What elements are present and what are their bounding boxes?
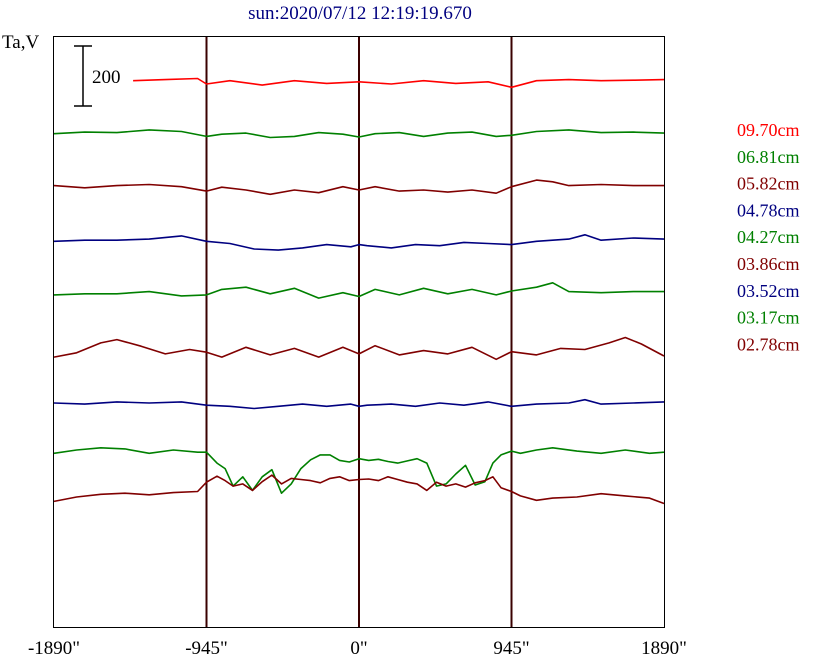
x-tick-label: -1890"	[28, 638, 80, 659]
x-tick-labels: -1890" -945" 0" 945" 1890"	[28, 638, 687, 659]
legend-entry: 04.27cm	[737, 227, 800, 247]
x-tick-label: 0"	[350, 638, 367, 659]
series-line-09.70cm	[133, 77, 665, 89]
scale-bar: 200	[74, 45, 121, 107]
x-tick-label: 1890"	[641, 638, 687, 659]
y-axis-label: Ta,V	[2, 32, 39, 53]
legend-entry: 09.70cm	[737, 120, 800, 140]
series-line-03.52cm	[53, 398, 665, 410]
legend-entry: 05.82cm	[737, 174, 800, 194]
series-lines	[53, 77, 665, 505]
series-line-03.86cm	[53, 336, 665, 361]
plot-frame	[53, 36, 665, 628]
chart-title: sun:2020/07/12 12:19:19.670	[248, 3, 472, 24]
series-line-02.78cm	[53, 474, 665, 505]
legend: 09.70cm 06.81cm 05.82cm 04.78cm 04.27cm 03.86…	[737, 120, 800, 354]
series-line-05.82cm	[53, 179, 664, 196]
legend-entry: 04.78cm	[737, 200, 800, 220]
legend-entry: 03.86cm	[737, 254, 800, 274]
legend-entry: 03.52cm	[737, 281, 800, 301]
series-line-03.17cm	[53, 446, 665, 495]
legend-entry: 03.17cm	[737, 308, 800, 328]
series-line-04.27cm	[53, 281, 664, 299]
scale-bar-label: 200	[92, 67, 121, 88]
x-tick-label: -945"	[185, 638, 228, 659]
legend-entry: 06.81cm	[737, 147, 800, 167]
series-line-04.78cm	[53, 234, 665, 251]
legend-entry: 02.78cm	[737, 334, 800, 354]
x-tick-label: 945"	[493, 638, 529, 659]
vertical-reference-lines	[205, 37, 513, 627]
series-line-06.81cm	[53, 129, 665, 139]
